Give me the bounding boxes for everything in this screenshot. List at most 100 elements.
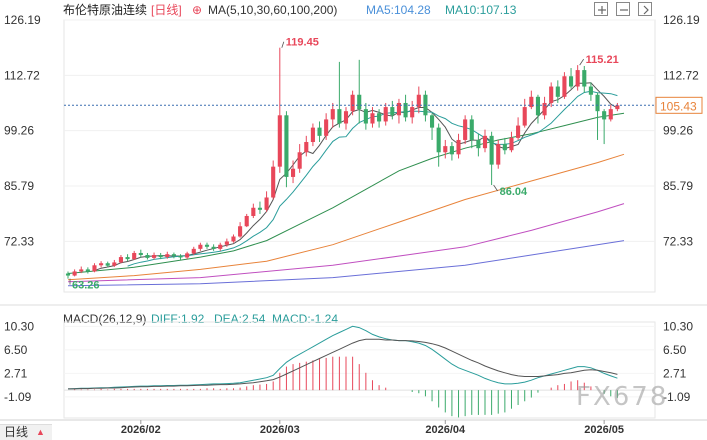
candle <box>436 123 441 167</box>
annotation-low-1: 86.04 <box>500 186 528 198</box>
candle-body <box>403 102 408 118</box>
zoom-out-icon[interactable] <box>616 2 630 16</box>
candle <box>575 65 580 91</box>
candle-body <box>549 86 554 103</box>
candle-body <box>377 113 382 122</box>
macd-tick-left: 2.71 <box>4 366 28 380</box>
candle-body <box>112 262 117 266</box>
expand-icon[interactable] <box>638 2 652 16</box>
macd-tick-right: 2.71 <box>663 366 687 380</box>
candle <box>92 263 97 273</box>
candle-body <box>337 109 342 124</box>
candle-body <box>476 139 481 149</box>
candle-body <box>204 244 210 247</box>
candle-body <box>602 111 607 120</box>
candle-body <box>198 244 203 249</box>
candle <box>357 59 362 124</box>
candle-body <box>304 142 309 153</box>
ma-params[interactable]: MA(5,10,30,60,100,200) <box>208 3 338 17</box>
candle <box>337 61 342 128</box>
macd-tick-right: 6.50 <box>663 343 687 357</box>
candle <box>482 129 488 153</box>
candle <box>330 102 335 128</box>
candle-body <box>410 107 415 118</box>
candle <box>568 68 574 89</box>
candle-body <box>469 119 474 140</box>
candle-body <box>595 94 600 112</box>
candle <box>125 254 130 262</box>
candle-body <box>482 135 488 149</box>
candle-body <box>85 269 90 272</box>
period-selector[interactable]: [日线] <box>151 3 182 17</box>
candle <box>509 131 514 153</box>
candle <box>185 251 190 260</box>
candle-body <box>516 125 521 138</box>
candle-body <box>509 137 514 151</box>
candle <box>456 133 461 159</box>
candle-body <box>555 86 560 97</box>
candle <box>549 82 554 108</box>
candle <box>198 242 203 251</box>
chart-header: 布伦特原油连续 [日线] ⊕ MA(5,10,30,60,100,200) MA… <box>0 0 707 20</box>
candle <box>304 135 309 157</box>
period-button[interactable]: 日线 ▲ <box>0 424 52 440</box>
candle <box>211 244 216 251</box>
candle <box>264 191 269 212</box>
candle-body <box>118 257 124 263</box>
candle <box>502 137 507 155</box>
candle <box>277 47 282 173</box>
candle <box>496 139 501 169</box>
macd-tick-right: 10.30 <box>663 319 693 333</box>
candle-body <box>343 111 349 124</box>
annotation-high-2-pointer <box>579 58 584 66</box>
macd-tick-left: 10.30 <box>4 319 34 333</box>
zoom-in-icon[interactable] <box>594 2 608 16</box>
candle-body <box>522 107 527 126</box>
candle-body <box>370 113 375 124</box>
candle-body <box>588 86 593 95</box>
candle-body <box>562 76 567 97</box>
candle <box>582 65 587 93</box>
macd-panel-frame <box>63 321 656 419</box>
candle <box>588 82 593 101</box>
candle-body <box>529 96 534 108</box>
candle <box>555 80 560 103</box>
candle-body <box>125 257 130 260</box>
price-tick-right: 126.19 <box>663 13 700 27</box>
candle <box>429 113 435 140</box>
candle-body <box>330 109 335 120</box>
candle-body <box>185 253 190 258</box>
candle <box>145 252 150 260</box>
candle <box>297 144 302 173</box>
candle <box>257 201 263 214</box>
candle <box>463 115 468 145</box>
price-tick-left: 85.79 <box>4 179 34 193</box>
candle <box>251 203 256 219</box>
price-tick-right: 99.26 <box>663 124 693 138</box>
candle <box>529 90 534 110</box>
candle-body <box>99 263 104 266</box>
settings-icon[interactable]: ⊕ <box>192 3 203 17</box>
candle-body <box>238 226 243 237</box>
candle <box>72 269 77 277</box>
candle-body <box>396 102 402 116</box>
candle-body <box>191 248 196 254</box>
candle <box>171 252 176 259</box>
candle <box>204 242 210 249</box>
ma-line-ma30 <box>67 112 625 274</box>
candle <box>138 249 143 258</box>
annotation-low-0: 63.26 <box>72 280 100 292</box>
candle <box>65 271 71 279</box>
candle-body <box>65 273 71 276</box>
macd-tick-left: 6.50 <box>4 343 28 357</box>
candle <box>158 252 163 260</box>
candle <box>396 98 402 124</box>
candle <box>99 261 104 268</box>
ma5-value: MA5:104.28 <box>366 3 431 17</box>
candle-body <box>165 254 170 258</box>
candle-body <box>443 146 448 153</box>
candle-body <box>297 152 302 169</box>
candle-body <box>277 115 282 167</box>
candle <box>443 139 448 159</box>
